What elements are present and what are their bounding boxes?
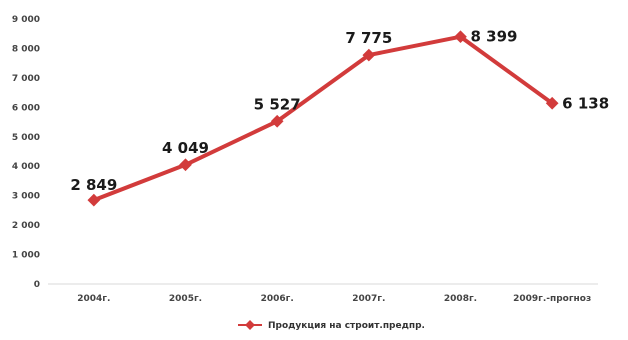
y-tick-label: 8 000 [12,44,40,54]
data-point-marker [179,158,192,172]
y-tick-label: 5 000 [12,133,40,143]
series-line [93,34,554,202]
data-label: 6 138 [562,94,609,112]
data-label: 4 049 [162,139,209,157]
data-label: 5 527 [254,95,301,113]
data-point-marker [270,114,284,128]
legend-marker-swatch [245,320,255,330]
y-tick-label: 0 [34,280,40,290]
x-tick-label: 2006г. [261,294,294,304]
y-tick-label: 2 000 [12,221,40,231]
legend: Продукция на строит.предпр. [238,320,425,331]
x-tick-label: 2008г. [444,294,477,304]
x-tick-label: 2005г. [169,294,202,304]
data-label: 8 399 [471,28,518,46]
x-axis-ticks: 2004г. 2005г. 2006г. 2007г. 2008г. 2009г.-про… [77,294,591,304]
y-tick-label: 6 000 [12,103,40,113]
y-axis-ticks: 0 1 000 2 000 3 000 4 000 5 000 6 000 7 000 8 00… [12,15,40,290]
x-tick-label: 2004г. [77,294,110,304]
x-tick-label: 2007г. [352,294,385,304]
data-label: 2 849 [70,176,117,194]
y-tick-label: 7 000 [12,74,40,84]
y-tick-label: 1 000 [12,251,40,261]
data-point-marker [454,30,467,44]
y-tick-label: 4 000 [12,162,40,172]
y-tick-label: 9 000 [12,15,40,25]
series-group [87,30,559,207]
y-tick-label: 3 000 [12,192,40,202]
data-point-marker [362,48,376,62]
x-tick-label: 2009г.-прогноз [513,294,591,304]
data-labels: 2 849 4 049 5 527 7 775 8 399 6 138 [70,28,609,194]
data-label: 7 775 [345,29,392,47]
legend-label: Продукция на строит.предпр. [268,321,425,331]
data-point-marker [87,193,101,207]
